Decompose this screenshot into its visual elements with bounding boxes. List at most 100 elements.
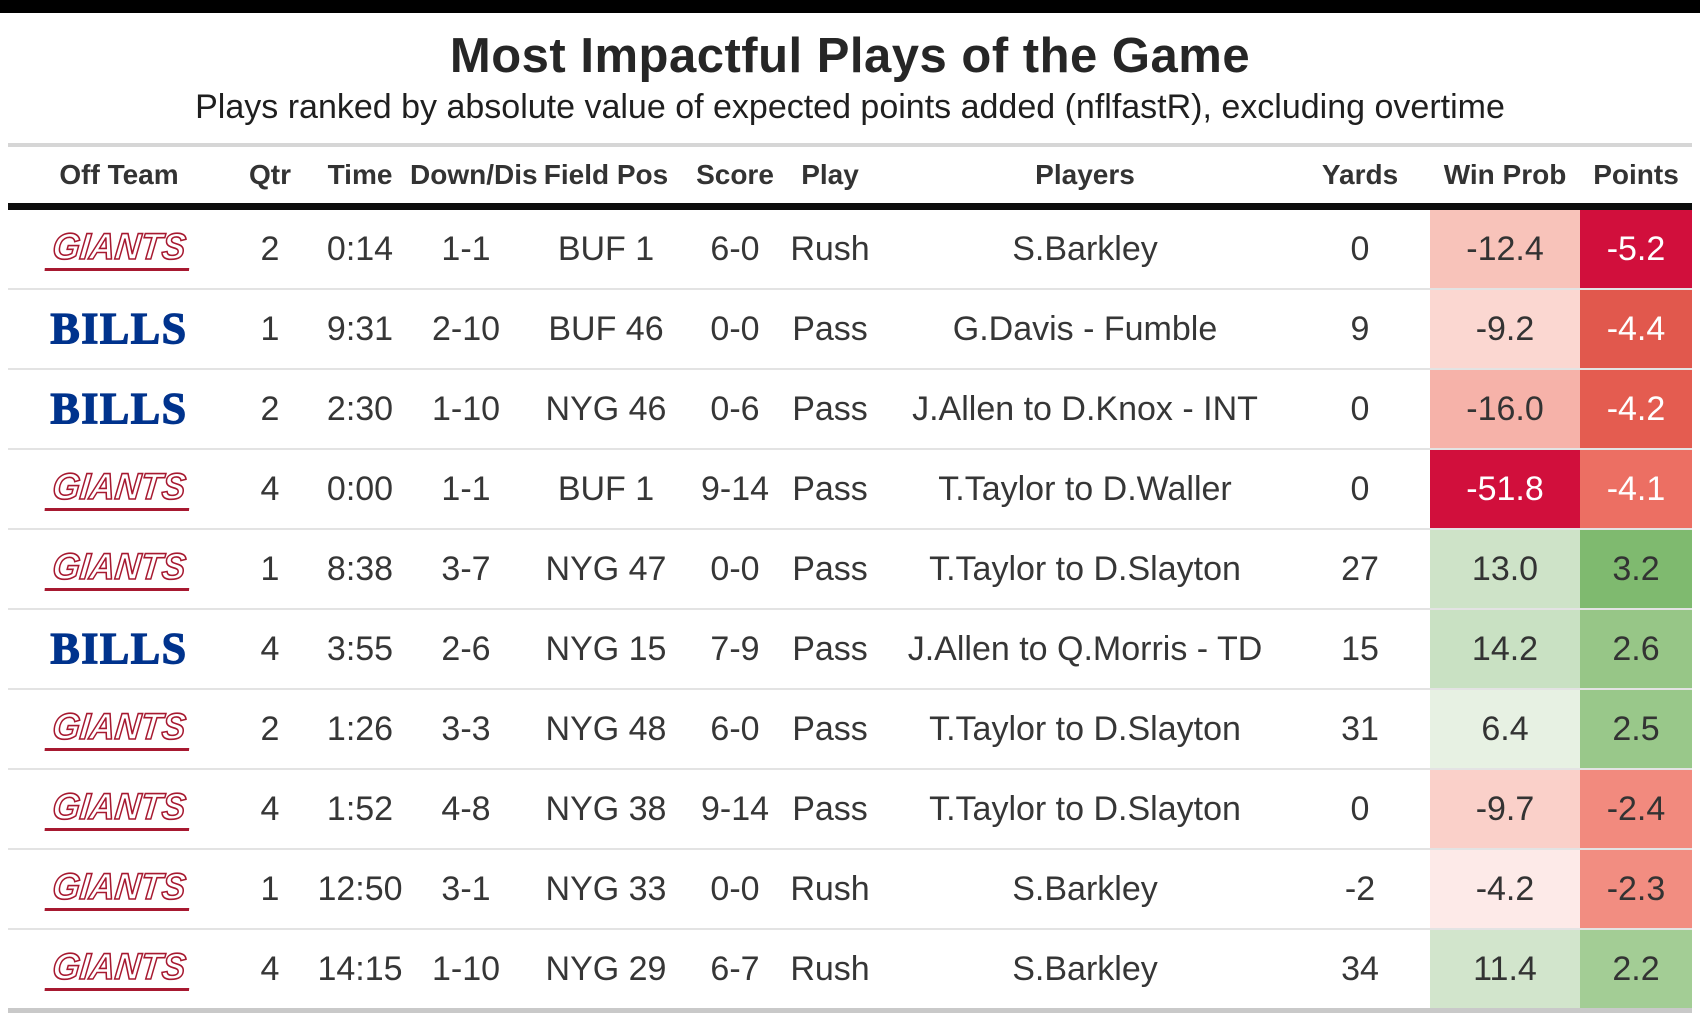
off-team-cell: BILLS [8, 288, 230, 369]
time-cell: 14:15 [310, 928, 410, 1011]
column-header-yards: Yards [1290, 143, 1430, 210]
off-team-cell: BILLS [8, 608, 230, 689]
table-row: GIANTS 1 8:38 3-7 NYG 47 0-0 Pass T.Tayl… [8, 528, 1692, 609]
win-prob-cell: 14.2 [1430, 608, 1580, 689]
score-cell: 0-0 [690, 528, 780, 609]
yards-cell: 0 [1350, 229, 1370, 268]
qtr-cell: 2 [260, 229, 280, 268]
win-prob-cell: -4.2 [1430, 848, 1580, 929]
down-dis-cell: 2-10 [410, 288, 522, 369]
column-header-time: Time [310, 143, 410, 210]
field-pos-cell: BUF 1 [522, 448, 690, 529]
win-prob-cell: -9.2 [1430, 288, 1580, 369]
yards-cell: 9 [1290, 288, 1430, 369]
win-prob-cell: -12.4 [1430, 206, 1580, 289]
yards-cell: -2 [1290, 848, 1430, 929]
points-cell: -2.3 [1580, 848, 1692, 929]
time-cell: 3:55 [310, 608, 410, 689]
points-cell: -4.4 [1580, 288, 1692, 369]
players-cell: J.Allen to D.Knox - INT [880, 368, 1290, 449]
column-header-field-pos: Field Pos [522, 143, 690, 210]
team-logo: GIANTS [44, 545, 194, 591]
qtr-cell: 1 [230, 288, 310, 369]
players-cell: T.Taylor to D.Slayton [880, 688, 1290, 769]
points-cell: 3.2 [1580, 528, 1692, 609]
time-cell: 12:50 [310, 848, 410, 929]
team-logo: GIANTS [44, 785, 194, 831]
points-cell: 2.6 [1580, 608, 1692, 689]
down-dis-cell: 3-7 [410, 528, 522, 609]
yards-cell: 31 [1290, 688, 1430, 769]
score-cell: 0-6 [690, 368, 780, 449]
qtr-cell: 2 [230, 368, 310, 449]
time-cell: 0:14 [326, 229, 394, 268]
play-cell: Pass [780, 368, 880, 449]
team-logo: GIANTS [44, 945, 194, 991]
score-cell: 7-9 [690, 608, 780, 689]
play-cell: Rush [780, 928, 880, 1011]
score-cell: 6-0 [710, 229, 760, 268]
points-cell: -5.2 [1580, 206, 1692, 289]
field-pos-cell: NYG 48 [522, 688, 690, 769]
page-title: Most Impactful Plays of the Game [449, 29, 1251, 83]
players-cell: S.Barkley [1012, 229, 1158, 268]
players-cell: S.Barkley [880, 928, 1290, 1011]
column-header-score: Score [690, 143, 780, 210]
column-header-play: Play [780, 143, 880, 210]
score-cell: 0-0 [690, 848, 780, 929]
qtr-cell: 4 [230, 928, 310, 1011]
score-cell: 6-0 [690, 688, 780, 769]
win-prob-cell: -16.0 [1430, 368, 1580, 449]
table-row: GIANTS 2 0:14 1-1 BUF 1 6-0 Rush S.Barkl… [8, 206, 1692, 290]
column-header-players: Players [880, 143, 1290, 210]
top-black-bar [0, 0, 1700, 13]
table-row: GIANTS 1 12:50 3-1 NYG 33 0-0 Rush S.Bar… [8, 848, 1692, 929]
qtr-cell: 4 [230, 608, 310, 689]
score-cell: 9-14 [690, 768, 780, 849]
table-row: BILLS 4 3:55 2-6 NYG 15 7-9 Pass J.Allen… [8, 608, 1692, 689]
down-dis-cell: 4-8 [410, 768, 522, 849]
win-prob-cell: 11.4 [1430, 928, 1580, 1011]
team-logo: BILLS [50, 623, 188, 673]
off-team-cell: BILLS [8, 368, 230, 449]
points-cell: -4.2 [1580, 368, 1692, 449]
score-cell: 0-0 [690, 288, 780, 369]
points-cell: -2.4 [1580, 768, 1692, 849]
yards-cell: 0 [1290, 768, 1430, 849]
impactful-plays-table: Off Team Qtr Time Down/Dis Field Pos Sco… [8, 143, 1692, 1013]
players-cell: G.Davis - Fumble [880, 288, 1290, 369]
points-cell: 2.2 [1580, 928, 1692, 1011]
players-cell: T.Taylor to D.Waller [880, 448, 1290, 529]
column-header-down-dis: Down/Dis [410, 143, 538, 210]
off-team-cell: GIANTS [8, 688, 230, 769]
down-dis-cell: 2-6 [410, 608, 522, 689]
points-cell: -4.1 [1580, 448, 1692, 529]
yards-cell: 15 [1290, 608, 1430, 689]
field-pos-cell: NYG 38 [522, 768, 690, 849]
players-cell: S.Barkley [880, 848, 1290, 929]
table-row: GIANTS 4 1:52 4-8 NYG 38 9-14 Pass T.Tay… [8, 768, 1692, 849]
off-team-cell: GIANTS [8, 207, 230, 290]
time-cell: 9:31 [310, 288, 410, 369]
team-logo: GIANTS [44, 705, 194, 751]
play-cell: Rush [780, 848, 880, 929]
yards-cell: 34 [1290, 928, 1430, 1011]
play-cell: Rush [790, 229, 870, 268]
yards-cell: 0 [1290, 448, 1430, 529]
field-pos-cell: BUF 46 [522, 288, 690, 369]
team-logo: BILLS [50, 303, 188, 353]
time-cell: 8:38 [310, 528, 410, 609]
time-cell: 1:26 [310, 688, 410, 769]
column-header-off-team: Off Team [8, 143, 230, 210]
field-pos-cell: BUF 1 [557, 229, 655, 268]
table-row: BILLS 2 2:30 1-10 NYG 46 0-6 Pass J.Alle… [8, 368, 1692, 449]
table-row: GIANTS 2 1:26 3-3 NYG 48 6-0 Pass T.Tayl… [8, 688, 1692, 769]
off-team-cell: GIANTS [8, 448, 230, 529]
down-dis-cell: 3-3 [410, 688, 522, 769]
win-prob-cell: 6.4 [1430, 688, 1580, 769]
time-cell: 1:52 [310, 768, 410, 849]
win-prob-cell: -9.7 [1430, 768, 1580, 849]
yards-cell: 27 [1290, 528, 1430, 609]
yards-cell: 0 [1290, 368, 1430, 449]
down-dis-cell: 1-10 [410, 928, 522, 1011]
